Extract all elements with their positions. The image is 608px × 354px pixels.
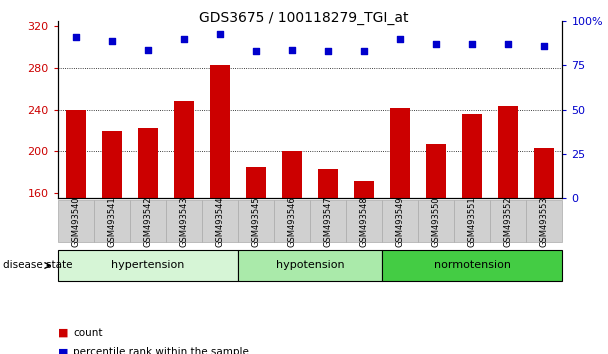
Point (179, 36, 188, 42)
Text: GSM493551: GSM493551 (468, 196, 477, 247)
Point (539, 43, 549, 49)
Point (287, 47, 297, 52)
Point (251, 48, 261, 54)
Text: hypotension: hypotension (276, 261, 344, 270)
Point (143, 47, 153, 52)
Text: GDS3675 / 100118279_TGI_at: GDS3675 / 100118279_TGI_at (199, 11, 409, 25)
Bar (174, 101, 194, 198)
FancyBboxPatch shape (238, 250, 382, 281)
Bar (102, 131, 122, 198)
Text: GSM493552: GSM493552 (504, 196, 513, 247)
Point (359, 48, 369, 54)
Bar (138, 129, 158, 198)
Point (395, 36, 405, 42)
Point (107, 38, 117, 44)
Text: GSM493549: GSM493549 (396, 196, 405, 247)
FancyBboxPatch shape (58, 250, 238, 281)
Point (468, 41, 477, 47)
Bar (282, 152, 302, 198)
Text: GSM493543: GSM493543 (179, 196, 188, 247)
Text: normotension: normotension (434, 261, 511, 270)
Bar (354, 181, 374, 198)
Bar (499, 105, 518, 198)
Bar (318, 169, 338, 198)
Text: disease state: disease state (3, 261, 72, 270)
Bar (210, 65, 230, 198)
Text: GSM493550: GSM493550 (432, 196, 441, 247)
Text: GSM493540: GSM493540 (71, 196, 80, 247)
Bar (534, 148, 554, 198)
Point (503, 41, 513, 47)
Text: GSM493547: GSM493547 (323, 196, 333, 247)
Text: GSM493542: GSM493542 (143, 196, 153, 247)
Point (431, 41, 441, 47)
Point (323, 48, 333, 54)
Bar (390, 108, 410, 198)
Point (71, 34, 81, 40)
Bar (462, 114, 482, 198)
Text: GSM493546: GSM493546 (288, 196, 297, 247)
Text: GSM493553: GSM493553 (540, 196, 549, 247)
Bar (246, 167, 266, 198)
Text: hypertension: hypertension (111, 261, 185, 270)
Text: percentile rank within the sample: percentile rank within the sample (73, 347, 249, 354)
Point (215, 31, 225, 36)
Text: GSM493545: GSM493545 (252, 196, 260, 247)
FancyBboxPatch shape (382, 250, 562, 281)
Bar (66, 110, 86, 198)
Text: GSM493544: GSM493544 (215, 196, 224, 247)
Text: ■: ■ (58, 328, 68, 338)
Bar (426, 144, 446, 198)
Text: count: count (73, 328, 103, 338)
Text: GSM493548: GSM493548 (360, 196, 368, 247)
Text: ■: ■ (58, 347, 68, 354)
Text: GSM493541: GSM493541 (108, 196, 116, 247)
